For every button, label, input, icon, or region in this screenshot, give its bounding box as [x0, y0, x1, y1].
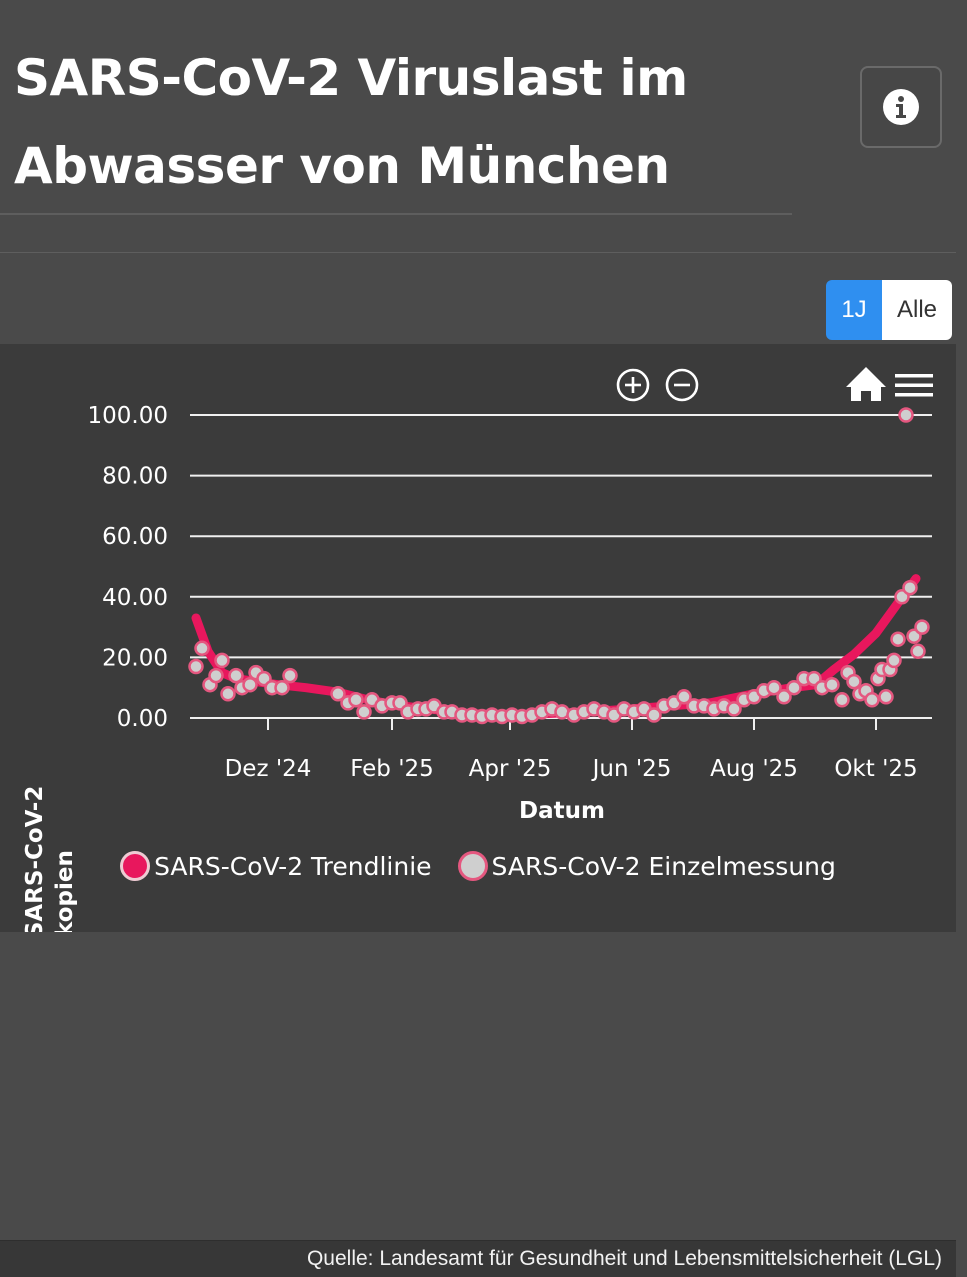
measurement-point[interactable]	[646, 707, 662, 723]
title-divider	[0, 213, 792, 215]
y-tick-label: 100.00	[88, 403, 168, 429]
measurement-point[interactable]	[846, 673, 862, 690]
measurement-point[interactable]	[348, 692, 364, 708]
measurement-point[interactable]	[824, 676, 840, 693]
chart-legend: SARS-CoV-2 Trendlinie SARS-CoV-2 Einzelm…	[0, 844, 956, 888]
measurement-point[interactable]	[898, 407, 914, 423]
source-bar: Quelle: Landesamt für Gesundheit und Leb…	[0, 1240, 956, 1277]
range-alle-button[interactable]: Alle	[882, 280, 952, 340]
measurement-point[interactable]	[902, 579, 918, 596]
measurement-point[interactable]	[766, 679, 782, 696]
measurement-point[interactable]	[282, 667, 298, 684]
measurement-point[interactable]	[864, 692, 880, 708]
x-tick-label: Apr '25	[469, 756, 552, 782]
measurement-point[interactable]	[274, 679, 290, 696]
zoom-out-icon[interactable]	[665, 368, 699, 402]
measurement-point[interactable]	[890, 631, 906, 647]
page-title-line-2: Abwasser von München	[14, 137, 670, 195]
y-tick-label: 60.00	[102, 524, 168, 550]
x-tick-label: Aug '25	[710, 756, 798, 782]
info-button[interactable]	[860, 66, 942, 148]
chart-svg: 0.00 20.00 40.00 60.00 80.00 100.00 Dez '24 Fe…	[22, 367, 933, 932]
measurement-point[interactable]	[786, 679, 802, 696]
y-axis-title-line-1: Relative SARS-CoV-2	[22, 786, 48, 932]
info-circle-icon	[883, 89, 919, 125]
measurement-point[interactable]	[220, 686, 236, 702]
section-divider	[0, 252, 956, 253]
x-axis-title: Datum	[519, 798, 605, 824]
measurement-point[interactable]	[914, 619, 930, 635]
y-tick-labels: 0.00 20.00 40.00 60.00 80.00 100.00	[88, 403, 168, 732]
measurement-point[interactable]	[208, 667, 224, 684]
y-tick-label: 0.00	[117, 706, 168, 732]
source-text: Quelle: Landesamt für Gesundheit und Leb…	[306, 1247, 942, 1270]
trend-series	[191, 574, 921, 720]
y-gridlines	[190, 414, 932, 719]
measurement-point[interactable]	[776, 689, 792, 705]
menu-icon[interactable]	[895, 374, 933, 397]
measurement-point[interactable]	[356, 704, 372, 720]
legend-item-trend[interactable]: SARS-CoV-2 Trendlinie	[120, 851, 432, 881]
measurement-point[interactable]	[228, 667, 244, 684]
legend-swatch-measurement	[457, 851, 488, 881]
measurement-point[interactable]	[726, 701, 742, 717]
page-title: SARS-CoV-2 Viruslast im Abwasser von Mün…	[14, 34, 794, 210]
measurement-point[interactable]	[214, 652, 230, 669]
chart-panel: 0.00 20.00 40.00 60.00 80.00 100.00 Dez '24 Fe…	[0, 344, 956, 1277]
measurement-point[interactable]	[330, 686, 346, 702]
trend-line	[191, 574, 921, 720]
zoom-in-icon[interactable]	[616, 368, 650, 402]
y-tick-label: 80.00	[102, 464, 168, 490]
page-title-line-1: SARS-CoV-2 Viruslast im	[14, 49, 688, 107]
legend-label-trend: SARS-CoV-2 Trendlinie	[154, 851, 432, 881]
measurement-point[interactable]	[242, 676, 258, 693]
range-1j-button[interactable]: 1J	[826, 280, 882, 340]
y-tick-label: 40.00	[102, 585, 168, 611]
y-tick-label: 20.00	[102, 645, 168, 671]
y-axis-title: Relative SARS-CoV-2 Genkopien	[22, 786, 78, 932]
measurement-point[interactable]	[910, 643, 926, 660]
measurement-point[interactable]	[834, 692, 850, 708]
measurement-series	[188, 407, 930, 725]
home-icon[interactable]	[846, 367, 886, 401]
x-axis-ticks: Dez '24 Feb '25 Apr '25 Jun '25 Aug '25 Okt '…	[225, 718, 918, 782]
y-axis-title-line-2: Genkopien	[52, 850, 78, 932]
measurement-point[interactable]	[194, 640, 210, 657]
x-tick-label: Dez '24	[225, 756, 312, 782]
x-tick-label: Feb '25	[350, 756, 434, 782]
range-toggle: 1J Alle	[826, 280, 952, 340]
measurement-point[interactable]	[878, 689, 894, 705]
measurement-point[interactable]	[188, 658, 204, 675]
x-tick-label: Okt '25	[834, 756, 917, 782]
x-tick-label: Jun '25	[591, 756, 672, 782]
measurement-point[interactable]	[886, 652, 902, 669]
legend-item-measurement[interactable]: SARS-CoV-2 Einzelmessung	[457, 851, 836, 881]
legend-label-measurement: SARS-CoV-2 Einzelmessung	[491, 851, 836, 881]
legend-swatch-trend	[120, 851, 151, 881]
measurement-point[interactable]	[676, 689, 692, 705]
